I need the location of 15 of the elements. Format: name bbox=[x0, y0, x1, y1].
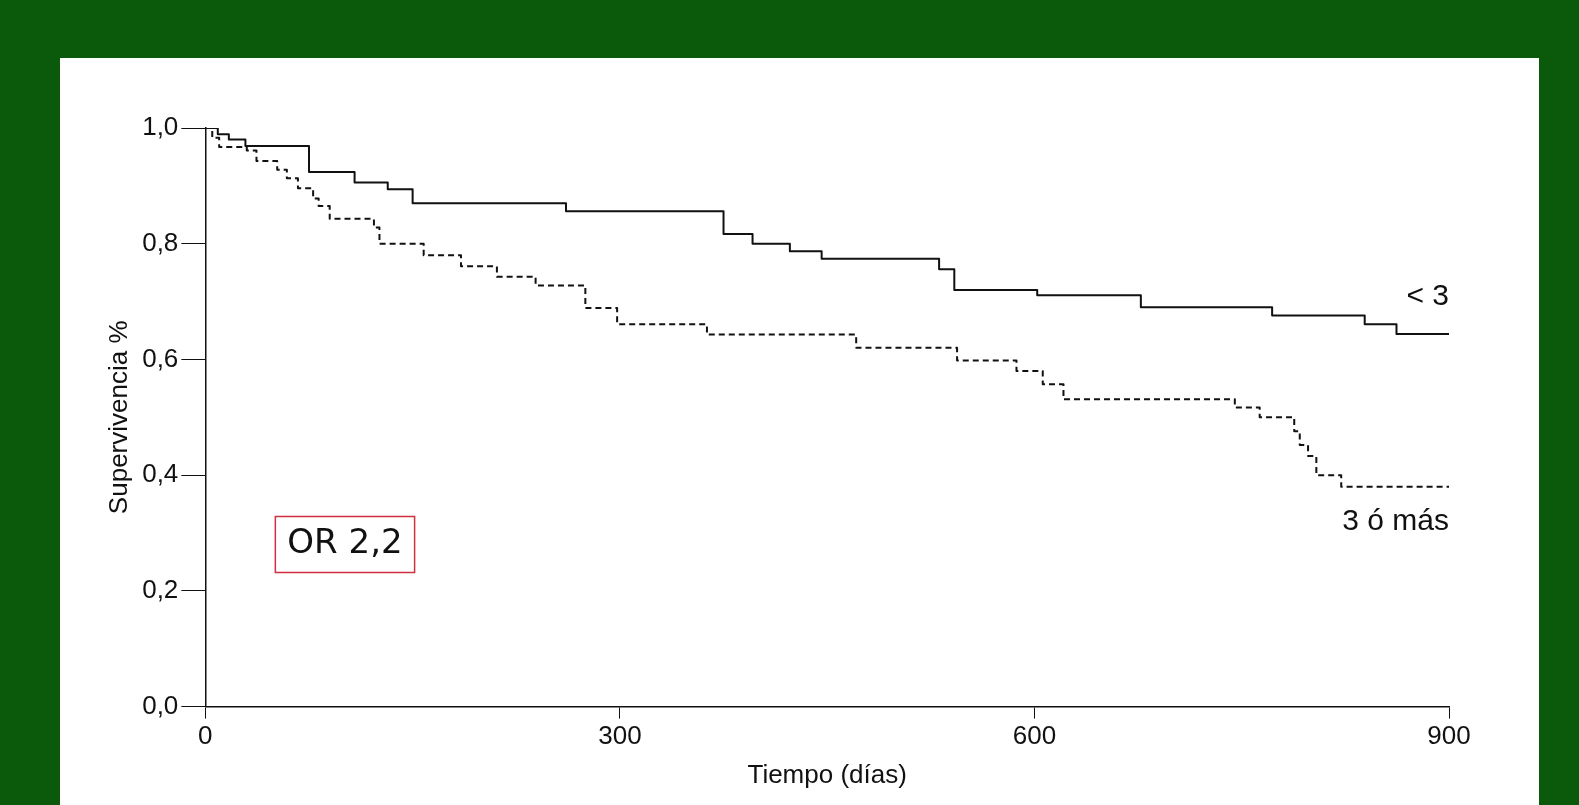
y-axis-title: Supervivencia % bbox=[102, 320, 133, 515]
x-tick-label: 600 bbox=[1012, 720, 1057, 751]
y-tick-label: 0,4 bbox=[142, 458, 179, 489]
x-axis-title: Tiempo (días) bbox=[747, 758, 907, 789]
series-label: < 3 bbox=[1406, 278, 1449, 312]
y-tick-label: 1,0 bbox=[142, 111, 179, 142]
y-tick-label: 0,2 bbox=[142, 574, 179, 605]
annotation: OR 2,2 bbox=[287, 521, 403, 562]
y-tick-label: 0,8 bbox=[142, 226, 179, 257]
x-tick-label: 0 bbox=[198, 720, 213, 751]
y-tick-label: 0,0 bbox=[142, 689, 179, 720]
x-tick-label: 900 bbox=[1427, 720, 1471, 751]
x-tick-label: 300 bbox=[598, 720, 642, 751]
y-tick-label: 0,6 bbox=[142, 342, 179, 373]
series-label: 3 ó más bbox=[1342, 503, 1449, 536]
